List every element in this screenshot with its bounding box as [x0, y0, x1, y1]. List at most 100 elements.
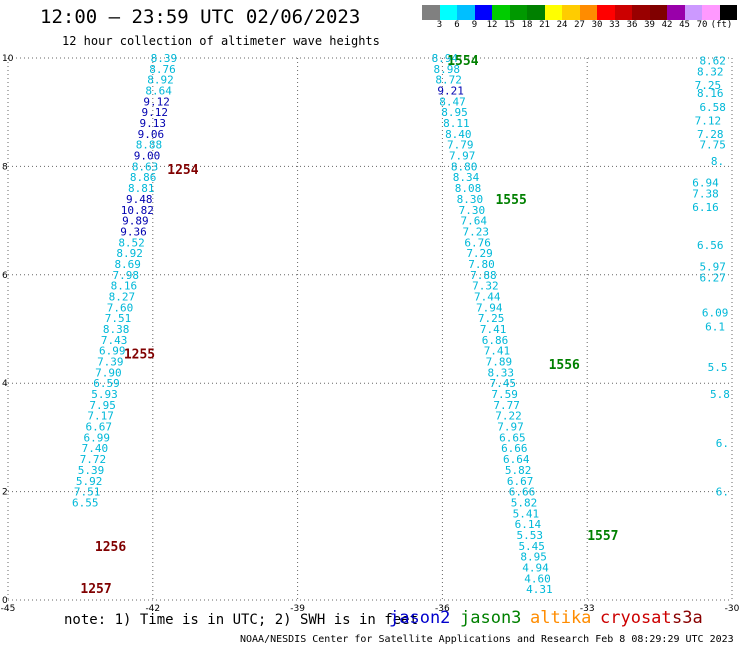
- wave-height-point: 7.64: [461, 215, 488, 228]
- wave-height-point: 8.69: [114, 258, 141, 271]
- pass-time-label: 1555: [495, 193, 526, 208]
- color-scale-cell: [457, 5, 475, 20]
- color-scale-cell: [422, 5, 440, 20]
- wave-height-point: 7.88: [470, 269, 497, 282]
- wave-height-point: 5.8: [710, 388, 730, 401]
- color-scale-label: 21: [539, 20, 550, 30]
- color-scale-label: 9: [471, 20, 478, 30]
- x-tick-label: -30: [725, 604, 740, 614]
- x-tick-label: -39: [290, 604, 305, 614]
- chart-subtitle: 12 hour collection of altimeter wave hei…: [62, 34, 380, 48]
- wave-height-point: 6.56: [697, 239, 724, 252]
- y-tick-label: 8: [2, 162, 8, 172]
- y-tick-label: 10: [2, 54, 14, 64]
- color-scale-label: 15: [504, 20, 515, 30]
- wave-height-point: 9.00: [134, 150, 161, 163]
- wave-height-point: 7.39: [97, 356, 124, 369]
- wave-height-point: 5.5: [708, 361, 728, 374]
- wave-height-point: 6.64: [503, 453, 530, 466]
- wave-height-point: 7.44: [474, 290, 501, 303]
- wave-height-point: 7.17: [87, 410, 114, 423]
- wave-height-point: 7.45: [489, 377, 516, 390]
- wave-height-point: 8.64: [145, 85, 172, 98]
- color-scale-unit: (ft): [710, 20, 733, 30]
- wave-height-point: 9.89: [122, 215, 149, 228]
- wave-height-point: 7.25: [695, 79, 722, 92]
- wave-height-point: 8.40: [445, 128, 472, 141]
- y-tick-label: 2: [2, 488, 8, 498]
- wave-height-point: 7.94: [476, 301, 503, 314]
- wave-height-point: 6.66: [509, 486, 536, 499]
- color-scale-label: 36: [626, 20, 638, 30]
- page-title: 12:00 — 23:59 UTC 02/06/2023: [40, 6, 361, 28]
- wave-height-point: 7.32: [472, 280, 499, 293]
- wave-height-point: 6.67: [85, 421, 112, 434]
- color-scale-cell: [579, 5, 597, 20]
- wave-height-point: 7.22: [495, 410, 522, 423]
- wave-height-point: 6.1: [705, 320, 725, 333]
- wave-height-point: 7.95: [89, 399, 116, 412]
- color-scale-label: 12: [486, 20, 498, 30]
- wave-height-point: 6.99: [84, 431, 111, 444]
- wave-height-point: 7.90: [95, 366, 122, 379]
- wave-height-point: 8.72: [435, 74, 462, 87]
- wave-height-point: 7.41: [480, 323, 507, 336]
- wave-height-point: 5.45: [518, 540, 545, 553]
- color-scale-cell: [474, 5, 492, 20]
- wave-height-point: 8.38: [103, 323, 130, 336]
- wave-height-point: 8.95: [441, 106, 468, 119]
- wave-height-point: 8.98: [433, 63, 460, 76]
- wave-height-point: 6.: [716, 486, 729, 499]
- color-scale-cell: [632, 5, 650, 20]
- wave-height-point: 5.41: [513, 507, 540, 520]
- color-scale-cell: [702, 5, 720, 20]
- pass-time-label: 1554: [447, 54, 478, 69]
- color-scale-label: 30: [591, 20, 603, 30]
- wave-height-point: 8.86: [130, 171, 157, 184]
- wave-height-point: 4.31: [526, 583, 553, 596]
- color-scale-bar: [422, 5, 737, 20]
- color-scale-cell: [509, 5, 527, 20]
- color-scale-label: 39: [644, 20, 655, 30]
- wave-height-point: 7.79: [447, 139, 474, 152]
- wave-height-point: 6.: [716, 437, 729, 450]
- wave-height-point: 4.60: [524, 572, 551, 585]
- wave-height-point: 6.86: [482, 334, 509, 347]
- wave-height-point: 8.76: [149, 63, 176, 76]
- color-scale-cell: [597, 5, 615, 20]
- color-scale-cell: [614, 5, 632, 20]
- satellite-legend-jason3: jason3: [460, 608, 522, 628]
- wave-height-point: 8.16: [111, 280, 138, 293]
- color-scale-cell: [492, 5, 510, 20]
- wave-height-point: 7.75: [699, 139, 726, 152]
- color-scale-cell: [439, 5, 457, 20]
- wave-height-point: 6.27: [699, 272, 726, 285]
- wave-height-point: 7.97: [449, 150, 476, 163]
- wave-height-point: 7.98: [113, 269, 140, 282]
- wave-height-point: 6.94: [692, 177, 719, 190]
- wave-height-point: 8.95: [520, 551, 547, 564]
- wave-height-point: 6.76: [464, 236, 491, 249]
- color-scale-cell: [649, 5, 667, 20]
- wave-height-point: 8.80: [451, 160, 478, 173]
- wave-height-point: 5.39: [78, 464, 105, 477]
- wave-height-point: 7.23: [462, 225, 489, 238]
- wave-height-point: 8.92: [147, 74, 174, 87]
- wave-height-point: 8.88: [136, 139, 163, 152]
- wave-height-point: 5.82: [511, 496, 538, 509]
- wave-height-point: 7.38: [692, 188, 719, 201]
- wave-height-point: 7.30: [459, 204, 486, 217]
- pass-time-label: 1255: [124, 347, 155, 362]
- satellite-legend-s3a: s3a: [672, 608, 703, 628]
- wave-height-point: 8.52: [118, 236, 145, 249]
- color-scale-cell: [667, 5, 685, 20]
- wave-height-point: 5.93: [91, 388, 118, 401]
- color-scale-label: 18: [521, 20, 533, 30]
- wave-height-point: 10.82: [121, 204, 154, 217]
- color-scale-cell: [544, 5, 562, 20]
- color-scale-label: 42: [661, 20, 673, 30]
- x-tick-label: -45: [1, 604, 16, 614]
- wave-height-point: 9.48: [126, 193, 153, 206]
- wave-height-point: 7.60: [107, 301, 134, 314]
